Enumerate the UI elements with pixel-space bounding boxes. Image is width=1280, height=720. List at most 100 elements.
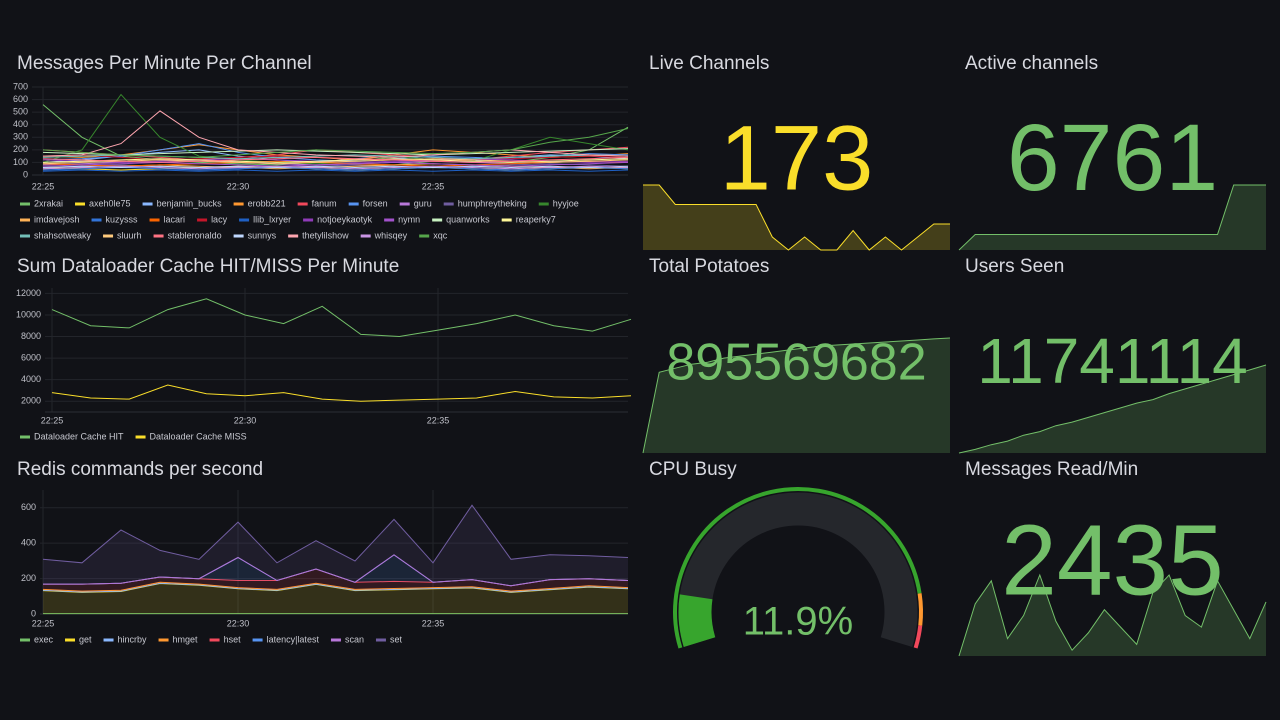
legend-label: Dataloader Cache HIT bbox=[34, 431, 124, 441]
series-line bbox=[42, 128, 629, 158]
y-tick-label: 4000 bbox=[21, 374, 41, 384]
y-tick-label: 600 bbox=[21, 502, 36, 512]
gauge-value bbox=[678, 594, 716, 647]
series-line bbox=[51, 298, 632, 338]
y-tick-label: 6000 bbox=[21, 352, 41, 362]
legend-label: hyyjoe bbox=[553, 198, 579, 208]
y-tick-label: 200 bbox=[13, 144, 28, 154]
legend-label: axeh0le75 bbox=[89, 198, 131, 208]
sparkline bbox=[958, 184, 1266, 251]
panel-title: Total Potatoes bbox=[649, 256, 769, 277]
legend-label: erobb221 bbox=[248, 198, 286, 208]
panel-title: Active channels bbox=[965, 53, 1098, 74]
legend-label: xqc bbox=[433, 230, 448, 240]
legend-label: sluurh bbox=[117, 230, 142, 240]
legend-label: nymn bbox=[398, 214, 420, 224]
legend-label: shahsotweaky bbox=[34, 230, 92, 240]
panel-title: Messages Per Minute Per Channel bbox=[17, 53, 312, 74]
series-line bbox=[42, 144, 629, 161]
series-line bbox=[42, 146, 629, 161]
legend-label: humphreytheking bbox=[458, 198, 527, 208]
area-fill bbox=[43, 583, 628, 614]
legend-label: thetylilshow bbox=[302, 230, 349, 240]
series-line bbox=[42, 160, 629, 167]
x-tick-label: 22:25 bbox=[32, 618, 55, 628]
series-line bbox=[42, 582, 629, 593]
legend-label: forsen bbox=[363, 198, 388, 208]
sparkline bbox=[642, 337, 951, 454]
legend-label: hmget bbox=[173, 634, 199, 644]
x-tick-label: 22:30 bbox=[227, 618, 250, 628]
x-tick-label: 22:25 bbox=[41, 415, 64, 425]
stat-value: 2435 bbox=[1001, 504, 1223, 616]
legend-label: scan bbox=[345, 634, 364, 644]
y-tick-label: 700 bbox=[13, 81, 28, 91]
stat-value: 895569682 bbox=[666, 334, 926, 392]
area-fill bbox=[43, 582, 628, 592]
legend-label: exec bbox=[34, 634, 54, 644]
x-tick-label: 22:35 bbox=[422, 181, 445, 191]
sparkline-fill bbox=[959, 365, 1266, 453]
legend-label: llib_lxryer bbox=[253, 214, 291, 224]
legend-label: Dataloader Cache MISS bbox=[150, 431, 247, 441]
stat-value: 6761 bbox=[1007, 105, 1218, 211]
series-line bbox=[42, 161, 629, 167]
legend-label: sunnys bbox=[248, 230, 277, 240]
y-tick-label: 0 bbox=[23, 169, 28, 179]
panel-title: CPU Busy bbox=[649, 459, 737, 480]
legend-label: guru bbox=[414, 198, 432, 208]
panel-title: Sum Dataloader Cache HIT/MISS Per Minute bbox=[17, 256, 399, 277]
y-tick-label: 10000 bbox=[16, 309, 41, 319]
legend-label: reaperky7 bbox=[516, 214, 556, 224]
panel-title: Messages Read/Min bbox=[965, 459, 1138, 480]
y-tick-label: 500 bbox=[13, 107, 28, 117]
legend-label: 2xrakai bbox=[34, 198, 63, 208]
x-tick-label: 22:30 bbox=[234, 415, 257, 425]
area-fill bbox=[43, 505, 628, 586]
legend-label: quanworks bbox=[446, 214, 490, 224]
panel-title: Redis commands per second bbox=[17, 459, 263, 480]
series-line bbox=[51, 384, 632, 402]
stat-value: 11741114 bbox=[977, 325, 1248, 397]
y-tick-label: 100 bbox=[13, 157, 28, 167]
y-tick-label: 12000 bbox=[16, 288, 41, 298]
legend-label: fanum bbox=[312, 198, 337, 208]
legend-label: stableronaldo bbox=[168, 230, 222, 240]
sparkline-fill bbox=[959, 575, 1266, 656]
sparkline bbox=[643, 184, 950, 251]
sparkline-fill bbox=[959, 185, 1266, 250]
legend-label: imdavejosh bbox=[34, 214, 80, 224]
gauge-threshold bbox=[913, 625, 923, 649]
series-line bbox=[42, 158, 629, 165]
legend-label: hincrby bbox=[118, 634, 148, 644]
y-tick-label: 300 bbox=[13, 132, 28, 142]
legend-label: lacari bbox=[164, 214, 186, 224]
series-line bbox=[42, 165, 629, 170]
legend-label: latency|latest bbox=[267, 634, 320, 644]
series-line bbox=[42, 169, 629, 172]
y-tick-label: 400 bbox=[21, 538, 36, 548]
x-tick-label: 22:35 bbox=[427, 415, 450, 425]
sparkline-fill bbox=[643, 185, 950, 250]
y-tick-label: 2000 bbox=[21, 396, 41, 406]
stat-value: 173 bbox=[720, 107, 874, 209]
series-line bbox=[42, 166, 629, 171]
y-tick-label: 400 bbox=[13, 119, 28, 129]
sparkline bbox=[958, 364, 1267, 454]
series-line bbox=[42, 110, 629, 158]
gauge-threshold bbox=[917, 593, 923, 626]
legend-label: get bbox=[79, 634, 92, 644]
x-tick-label: 22:30 bbox=[227, 181, 250, 191]
x-tick-label: 22:25 bbox=[32, 181, 55, 191]
legend-label: notjoeykaotyk bbox=[317, 214, 373, 224]
legend-label: kuzysss bbox=[106, 214, 139, 224]
series-line bbox=[42, 148, 629, 156]
series-line bbox=[43, 554, 629, 587]
series-line bbox=[42, 156, 629, 163]
legend-label: lacy bbox=[211, 214, 228, 224]
sparkline bbox=[958, 573, 1267, 657]
panel-title: Live Channels bbox=[649, 53, 769, 74]
legend-label: benjamin_bucks bbox=[157, 198, 223, 208]
y-tick-label: 0 bbox=[31, 608, 36, 618]
